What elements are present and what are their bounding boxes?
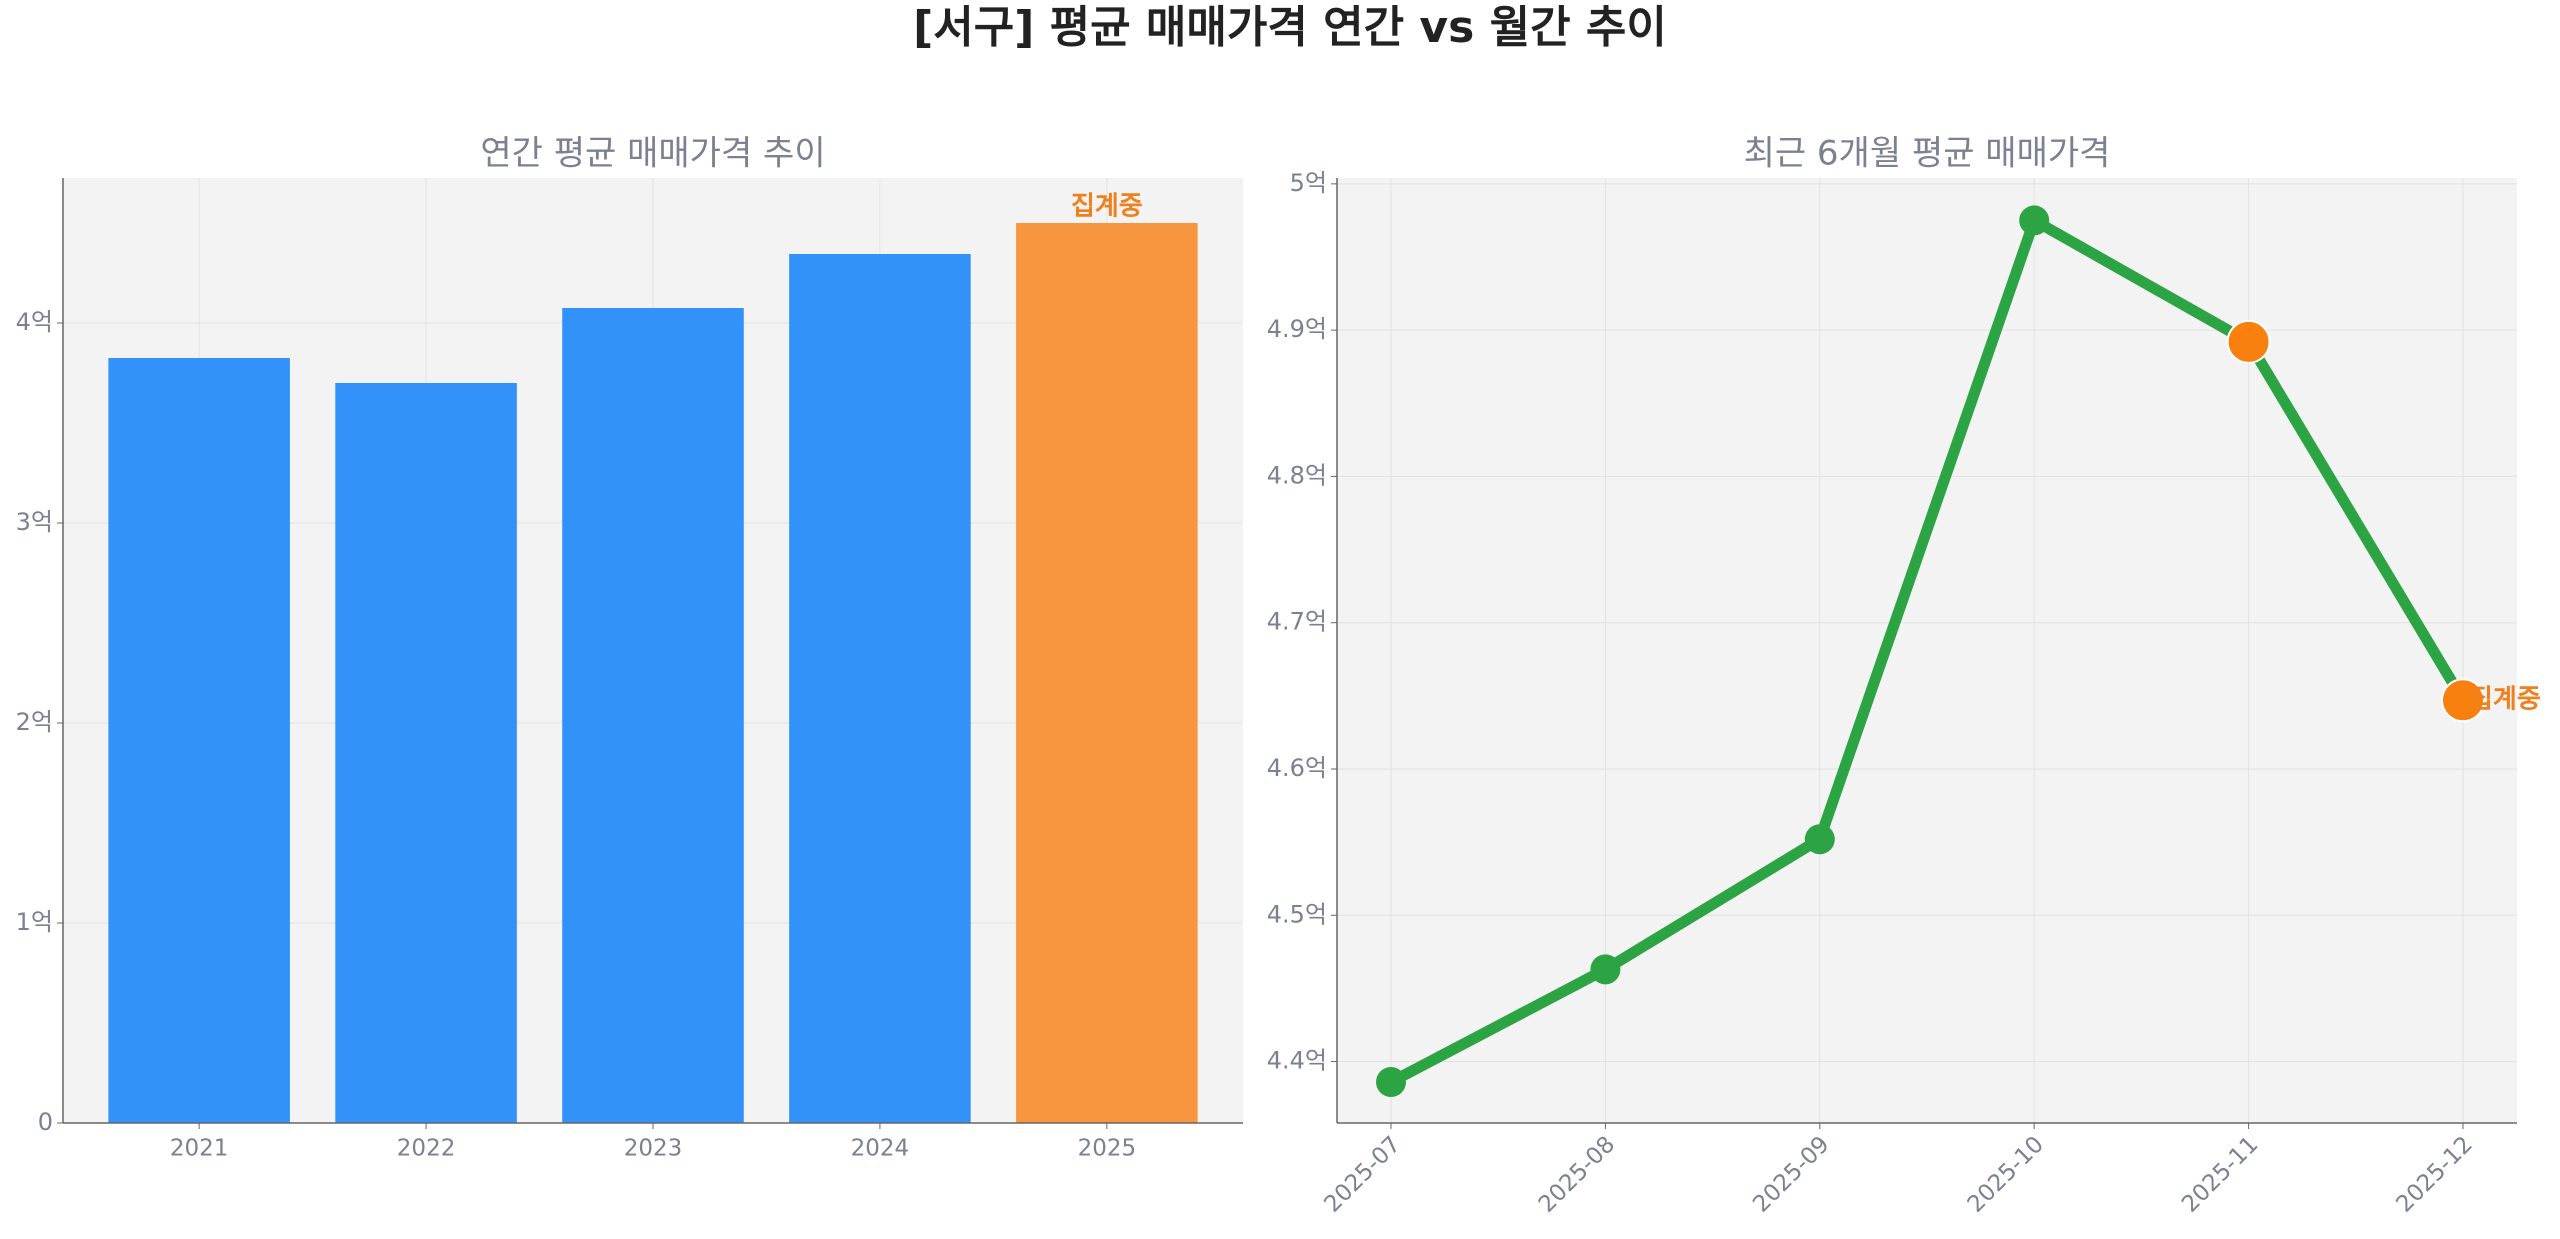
- y-tick-label: 4.9억: [1267, 315, 1327, 343]
- y-tick-label: 4.6억: [1267, 754, 1327, 782]
- marker: [2226, 319, 2271, 364]
- chart-title: 최근 6개월 평균 매매가격: [1744, 134, 2111, 174]
- bar: [789, 254, 971, 1123]
- marker: [1376, 1067, 1406, 1098]
- x-tick-label: 2025: [1078, 1136, 1137, 1162]
- x-tick-label: 2025-09: [1748, 1131, 1834, 1217]
- y-tick-label: 0: [38, 1108, 53, 1136]
- y-tick-label: 4.8억: [1267, 461, 1327, 489]
- marker: [2441, 678, 2485, 723]
- y-tick-label: 4.7억: [1267, 608, 1327, 636]
- y-tick-label: 4.4억: [1267, 1047, 1327, 1075]
- bar: [562, 308, 744, 1123]
- annotation: 집계중: [1071, 192, 1143, 222]
- y-tick-label: 5억: [1290, 169, 1327, 197]
- y-tick-label: 4억: [16, 308, 53, 336]
- bar: [1016, 223, 1198, 1123]
- chart-title: 연간 평균 매매가격 추이: [480, 134, 825, 174]
- x-tick-label: 2025-07: [1319, 1131, 1405, 1217]
- y-tick-label: 2억: [16, 708, 53, 736]
- figure-title: [서구] 평균 매매가격 연간 vs 월간 추이: [913, 2, 1667, 53]
- x-tick-label: 2024: [851, 1136, 910, 1162]
- x-tick-label: 2022: [397, 1136, 456, 1162]
- x-tick-label: 2023: [624, 1136, 683, 1162]
- y-tick-label: 1억: [16, 908, 53, 936]
- x-tick-label: 2025-08: [1534, 1131, 1620, 1217]
- x-tick-label: 2025-11: [2177, 1131, 2263, 1217]
- x-tick-label: 2025-12: [2391, 1131, 2477, 1217]
- y-tick-label: 4.5억: [1267, 900, 1327, 928]
- line: [1388, 214, 2468, 1087]
- annotation: 집계중: [2469, 685, 2541, 715]
- plot-background: [1337, 178, 2517, 1123]
- bar: [108, 358, 290, 1123]
- x-tick-label: 2025-10: [1963, 1131, 2049, 1217]
- bar: [335, 383, 517, 1123]
- marker: [1804, 824, 1835, 855]
- marker: [2019, 205, 2050, 236]
- x-tick-label: 2021: [170, 1136, 229, 1162]
- y-tick-label: 3억: [16, 508, 53, 536]
- marker: [1590, 954, 1621, 985]
